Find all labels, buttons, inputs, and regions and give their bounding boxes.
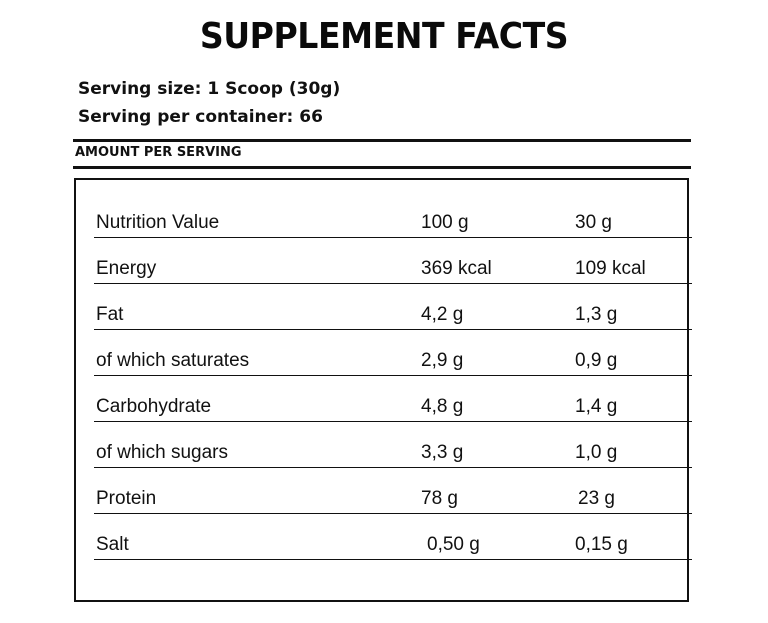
value-per-100g: 2,9 g [421,350,464,371]
value-per-30g: 1,3 g [575,304,618,325]
row-label: of which sugars [96,442,229,463]
row-divider [94,236,692,238]
table-row: Carbohydrate 4,8 g 1,4 g [94,376,692,422]
row-divider [94,558,692,560]
header-divider-top [73,139,691,142]
table-row: Nutrition Value 100 g 30 g [94,192,692,238]
row-label: Fat [96,304,124,325]
page-title: SUPPLEMENT FACTS [199,16,569,57]
value-per-30g: 30 g [575,212,612,233]
row-label: Protein [96,488,157,509]
value-per-100g: 78 g [421,488,458,509]
row-label: of which saturates [96,350,250,371]
servings-per-container: Serving per container: 66 [78,107,323,127]
row-divider [94,282,692,284]
table-row: Salt 0,50 g 0,15 g [94,514,692,560]
value-per-30g: 0,9 g [575,350,618,371]
value-per-100g: 369 kcal [421,258,492,279]
nutrition-table: Nutrition Value 100 g 30 g Energy 369 kc… [74,178,692,602]
row-label: Nutrition Value [96,212,220,233]
amount-per-serving-header: AMOUNT PER SERVING [75,145,242,160]
header-divider-bottom [73,166,691,169]
row-divider [94,420,692,422]
table-row: of which sugars 3,3 g 1,0 g [94,422,692,468]
value-per-30g: 0,15 g [575,534,628,555]
row-divider [94,374,692,376]
value-per-30g: 23 g [578,488,615,509]
value-per-100g: 4,8 g [421,396,464,417]
row-divider [94,328,692,330]
row-label: Energy [96,258,157,279]
row-label: Salt [96,534,129,555]
value-per-100g: 0,50 g [427,534,480,555]
row-divider [94,512,692,514]
value-per-100g: 3,3 g [421,442,464,463]
value-per-100g: 4,2 g [421,304,464,325]
row-divider [94,466,692,468]
table-row: Fat 4,2 g 1,3 g [94,284,692,330]
value-per-30g: 1,4 g [575,396,618,417]
row-label: Carbohydrate [96,396,212,417]
table-row: of which saturates 2,9 g 0,9 g [94,330,692,376]
value-per-30g: 109 kcal [575,258,646,279]
serving-size: Serving size: 1 Scoop (30g) [78,79,341,99]
table-row: Energy 369 kcal 109 kcal [94,238,692,284]
value-per-30g: 1,0 g [575,442,618,463]
table-row: Protein 78 g 23 g [94,468,692,514]
value-per-100g: 100 g [421,212,469,233]
